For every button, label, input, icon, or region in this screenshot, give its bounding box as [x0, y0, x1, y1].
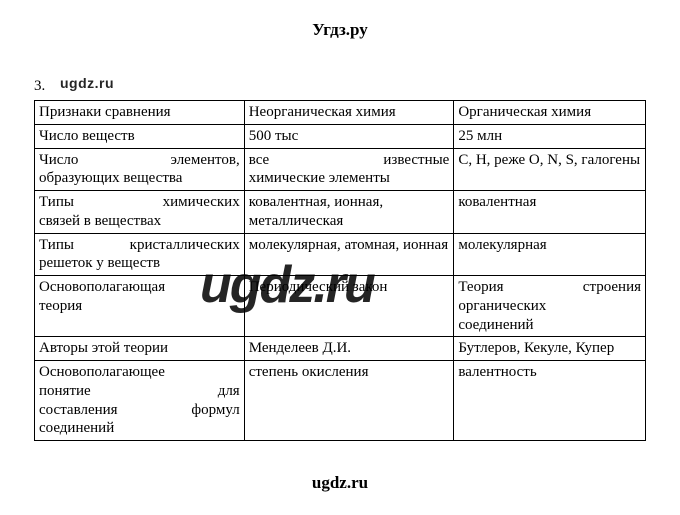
comparison-table: Признаки сравнения Неорганическая химия … [34, 100, 646, 441]
cell-line: органических [458, 297, 641, 316]
table-cell: степень окисления [244, 361, 454, 441]
cell-line: образующих вещества [39, 169, 240, 188]
table-cell: все известные химические элементы [244, 148, 454, 191]
table-cell: молекулярная [454, 233, 646, 276]
table-cell: Основополагающая теория [35, 276, 245, 337]
page-header: Угдз.ру [0, 0, 680, 40]
table-row: Типы кристаллических решеток у веществ м… [35, 233, 646, 276]
table-row: Основополагающее понятие для составления… [35, 361, 646, 441]
table-cell: C, H, реже O, N, S, галогены [454, 148, 646, 191]
table-cell: Органическая химия [454, 101, 646, 125]
page-footer: ugdz.ru [0, 473, 680, 493]
cell-line: Основополагающая [39, 278, 240, 297]
table-row: Признаки сравнения Неорганическая химия … [35, 101, 646, 125]
watermark-small: ugdz.ru [60, 75, 114, 91]
cell-line: Типы химических [39, 193, 240, 212]
table-cell: ковалентная, ионная, металлическая [244, 191, 454, 234]
table-cell: Менделеев Д.И. [244, 337, 454, 361]
cell-line: все известные [249, 151, 450, 170]
table-cell: молекулярная, атомная, ионная [244, 233, 454, 276]
cell-line: решеток у веществ [39, 254, 240, 273]
cell-line: соединений [39, 419, 240, 438]
cell-line: связей в веществах [39, 212, 240, 231]
table-cell: Авторы этой теории [35, 337, 245, 361]
cell-line: химические элементы [249, 169, 450, 188]
table-cell: Типы химических связей в веществах [35, 191, 245, 234]
table-row: Авторы этой теории Менделеев Д.И. Бутлер… [35, 337, 646, 361]
table-cell: Число элементов, образующих вещества [35, 148, 245, 191]
table-cell: Признаки сравнения [35, 101, 245, 125]
cell-line: теория [39, 297, 240, 316]
table-row: Типы химических связей в веществах ковал… [35, 191, 646, 234]
table-cell: Бутлеров, Кекуле, Купер [454, 337, 646, 361]
table-row: Число элементов, образующих вещества все… [35, 148, 646, 191]
table-cell: 500 тыс [244, 124, 454, 148]
cell-line: понятие для [39, 382, 240, 401]
table-row: Основополагающая теория Периодический за… [35, 276, 646, 337]
cell-line: составления формул [39, 401, 240, 420]
table-cell: 25 млн [454, 124, 646, 148]
table-cell: Основополагающее понятие для составления… [35, 361, 245, 441]
cell-line: Теория строения [458, 278, 641, 297]
table-cell: ковалентная [454, 191, 646, 234]
table-cell: Неорганическая химия [244, 101, 454, 125]
table-row: Число веществ 500 тыс 25 млн [35, 124, 646, 148]
cell-line: Основополагающее [39, 363, 240, 382]
table-cell: Число веществ [35, 124, 245, 148]
question-number: 3. [34, 78, 45, 95]
table-cell: Типы кристаллических решеток у веществ [35, 233, 245, 276]
cell-line: Типы кристаллических [39, 236, 240, 255]
cell-line: соединений [458, 316, 641, 335]
table-cell: валентность [454, 361, 646, 441]
table-cell: Теория строения органических соединений [454, 276, 646, 337]
cell-line: Число элементов, [39, 151, 240, 170]
table-cell: Периодический закон [244, 276, 454, 337]
